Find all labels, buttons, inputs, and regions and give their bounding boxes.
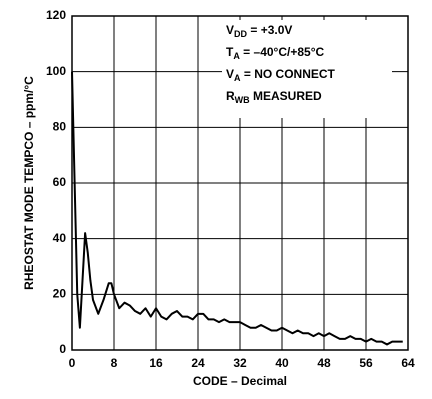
annotation-subscript: WB (235, 95, 250, 105)
annotation-subscript: A (233, 51, 240, 61)
annotation-text: = NO CONNECT (241, 67, 336, 81)
annotation-text: = +3.0V (247, 23, 292, 37)
annotation-text: MEASURED (250, 89, 322, 103)
y-tick-label: 80 (53, 120, 67, 134)
x-tick-label: 16 (149, 356, 163, 370)
plot-frame (71, 15, 409, 351)
annotation-text: V (226, 23, 234, 37)
x-tick-label: 64 (401, 356, 415, 370)
x-tick-label: 48 (317, 356, 331, 370)
y-tick-label: 40 (53, 231, 67, 245)
x-tick-label: 56 (359, 356, 373, 370)
annotation: VDD = +3.0V (226, 23, 292, 39)
x-tick-label: 24 (191, 356, 205, 370)
annotation: RWB MEASURED (226, 89, 322, 105)
annotation-box (222, 20, 392, 118)
annotation-text: T (226, 45, 234, 59)
x-tick-label: 32 (233, 356, 247, 370)
x-tick-label: 40 (275, 356, 289, 370)
x-tick-label: 0 (69, 356, 76, 370)
annotation: TA = –40°C/+85°C (226, 45, 324, 61)
annotation-subscript: DD (234, 29, 247, 39)
y-tick-label: 20 (53, 287, 67, 301)
x-tick-label: 8 (111, 356, 118, 370)
y-axis-label: RHEOSTAT MODE TEMPCO – ppm/°C (22, 76, 36, 290)
annotation-subscript: A (234, 73, 241, 83)
y-tick-label: 100 (46, 64, 66, 78)
data-line (71, 71, 403, 346)
annotation-text: R (226, 89, 235, 103)
annotation: VA = NO CONNECT (226, 67, 336, 83)
annotation-text: = –40°C/+85°C (240, 45, 325, 59)
x-axis-label: CODE – Decimal (193, 374, 287, 388)
annotation-text: V (226, 67, 234, 81)
y-tick-label: 0 (59, 342, 66, 356)
y-tick-label: 60 (53, 175, 67, 189)
y-tick-label: 120 (46, 8, 66, 22)
